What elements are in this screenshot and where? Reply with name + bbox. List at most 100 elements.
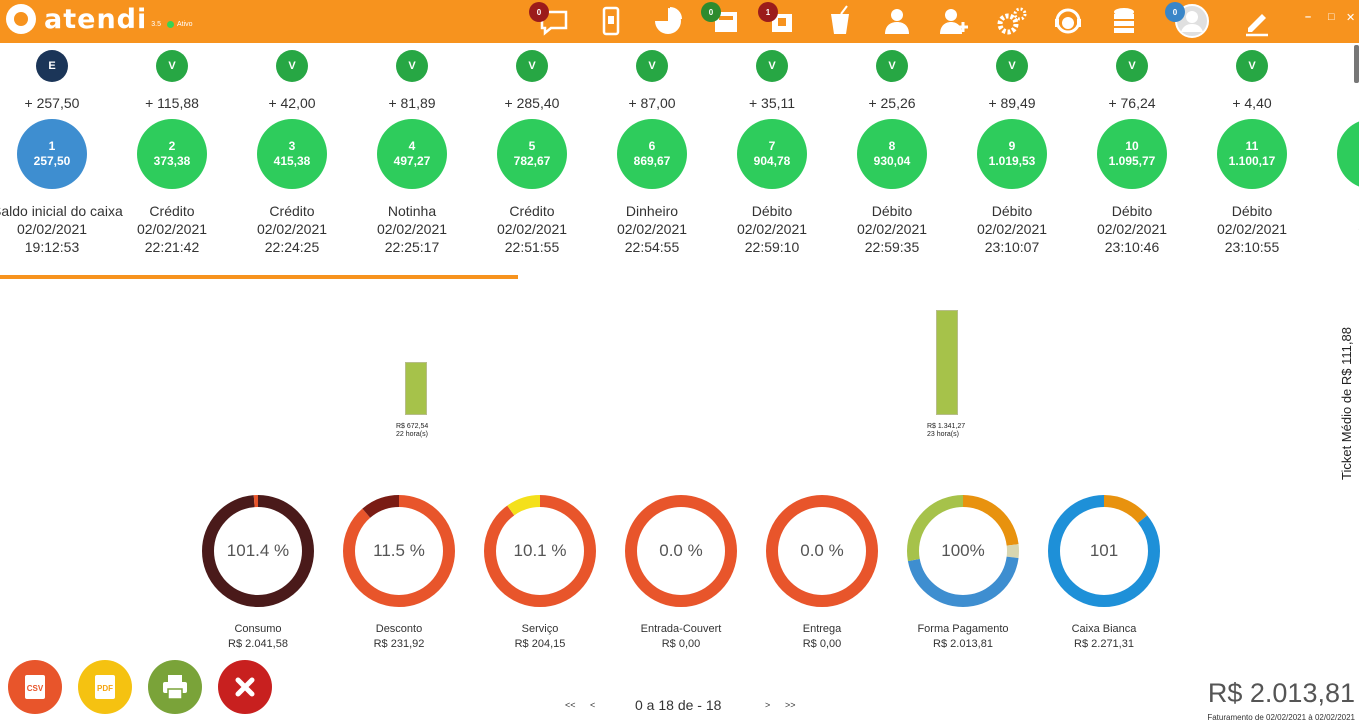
logo: atendi 3.5 Ativo [6, 4, 193, 35]
entry-type-badge: V [156, 50, 188, 82]
donut-center-value: 101.4 % [226, 541, 290, 560]
timeline-entry: V + 115,88 2 373,38 Crédito 02/02/2021 22:21:4… [112, 50, 232, 256]
entry-number: 2 [168, 139, 176, 153]
donut-caption: Entrega R$ 0,00 [742, 622, 902, 652]
donut-label: Desconto [375, 623, 423, 635]
add-user-icon[interactable] [937, 4, 971, 38]
entry-label: Saldo inicial do caixa [0, 203, 123, 219]
entry-amount: + 89,49 [988, 95, 1036, 111]
first-page-button[interactable]: << [565, 700, 576, 710]
donut-amount: R$ 204,15 [514, 638, 566, 650]
chat-icon[interactable]: 0 [529, 2, 571, 38]
entry-running-total: 869,67 [633, 154, 671, 168]
entry-bubble[interactable]: 1 257,50 [17, 119, 87, 189]
donut-chart[interactable]: 0.0 % [765, 494, 879, 608]
export-csv-button[interactable]: CSV [8, 660, 62, 714]
entry-number: 10 [1125, 139, 1139, 153]
prev-page-button[interactable]: < [590, 700, 596, 710]
entry-bubble[interactable]: 9 1.019,53 [977, 119, 1047, 189]
donut-label: Consumo [234, 623, 282, 635]
delivery-icon[interactable]: 1 [758, 2, 800, 38]
database-icon[interactable] [1108, 4, 1142, 38]
chart-bar[interactable] [405, 362, 427, 415]
entry-date: 02/02/2021 [16, 221, 88, 237]
entry-label: Notinha [387, 203, 437, 219]
next-page-button[interactable]: > [765, 700, 771, 710]
entry-bubble[interactable]: 7 904,78 [737, 119, 807, 189]
maximize-button[interactable]: □ [1328, 11, 1335, 23]
entry-date: 02/02/2021 [136, 221, 208, 237]
entry-running-total: 1.100,17 [1228, 154, 1276, 168]
entry-number: 6 [648, 139, 656, 153]
table-icon[interactable]: 0 [701, 2, 743, 38]
revenue-period: Faturamento de 02/02/2021 à 02/02/2021 [1207, 713, 1355, 722]
close-window-button[interactable]: ✕ [1346, 12, 1356, 24]
close-icon [235, 677, 255, 697]
entry-bubble[interactable]: 2 373,38 [137, 119, 207, 189]
logo-mark [6, 4, 36, 34]
entry-running-total: 497,27 [393, 154, 431, 168]
pie-chart-icon[interactable] [651, 4, 685, 38]
avatar[interactable]: 0 [1165, 2, 1209, 38]
bar-value: R$ 1.341,27 [927, 423, 966, 430]
entry-amount: + 81,89 [388, 95, 436, 111]
entry-bubble[interactable]: 8 930,04 [857, 119, 927, 189]
entry-type-badge: V [1116, 50, 1148, 82]
export-pdf-button[interactable]: PDF [78, 660, 132, 714]
donut-chart[interactable]: 11.5 % [342, 494, 456, 608]
edit-pencil-icon[interactable] [1240, 4, 1274, 38]
entry-bubble[interactable]: 10 1.095,77 [1097, 119, 1167, 189]
donut-label: Forma Pagamento [917, 623, 1009, 635]
print-button[interactable] [148, 660, 202, 714]
entry-amount: + 257,50 [24, 95, 80, 111]
entry-type-badge: V [996, 50, 1028, 82]
entry-bubble[interactable]: 4 497,27 [377, 119, 447, 189]
vertical-scrollbar[interactable] [1354, 45, 1359, 83]
entry-date: 02/02/2021 [736, 221, 808, 237]
settings-icon[interactable] [994, 4, 1028, 38]
delivery-badge: 1 [758, 2, 778, 22]
donut-chart[interactable]: 101 [1047, 494, 1161, 608]
donut-chart[interactable]: 0.0 % [624, 494, 738, 608]
close-button[interactable] [218, 660, 272, 714]
last-page-button[interactable]: >> [785, 700, 796, 710]
entry-running-total: 1.095,77 [1108, 154, 1156, 168]
entry-date: 02/02/2021 [376, 221, 448, 237]
entry-bubble[interactable]: 3 415,38 [257, 119, 327, 189]
entry-time: 22:25:17 [384, 239, 440, 255]
entry-date: 02/02/2021 [496, 221, 568, 237]
user-icon[interactable] [880, 4, 914, 38]
donut-chart[interactable]: 10.1 % [483, 494, 597, 608]
app-version: 3.5 [151, 20, 161, 28]
chart-bar[interactable] [936, 310, 958, 415]
entry-bubble[interactable]: 6 869,67 [617, 119, 687, 189]
svg-text:CSV: CSV [27, 684, 44, 693]
donut-caption: Consumo R$ 2.041,58 [178, 622, 338, 652]
minimize-button[interactable]: – [1305, 11, 1312, 23]
status-text: Ativo [176, 20, 193, 28]
entry-number: 7 [768, 139, 776, 153]
donut-label: Caixa Bianca [1071, 623, 1137, 635]
donut-segment [625, 495, 737, 607]
entry-bubble[interactable]: 11 1.100,17 [1217, 119, 1287, 189]
drink-icon[interactable] [823, 4, 857, 38]
support-headset-icon[interactable] [1051, 4, 1085, 38]
entry-label: Crédito [269, 203, 315, 219]
donut-amount: R$ 2.271,31 [1074, 638, 1134, 650]
timeline-entry: E + 257,50 1 257,50 Saldo inicial do caixa 02… [0, 50, 123, 256]
donut-chart[interactable]: 101.4 % [201, 494, 315, 608]
entry-type-badge: V [276, 50, 308, 82]
entry-bubble[interactable]: 5 782,67 [497, 119, 567, 189]
entry-time: 22:24:25 [264, 239, 320, 255]
top-bar: atendi 3.5 Ativo 0 0 1 [0, 0, 1359, 43]
total-revenue: R$ 2.013,81 [1207, 678, 1355, 708]
donut-center-value: 11.5 % [373, 541, 425, 560]
entry-label: Débito [751, 203, 793, 219]
entry-amount: + 285,40 [504, 95, 560, 111]
entry-date: 02/02/2021 [1216, 221, 1288, 237]
entry-bubble[interactable]: 121.1 [1337, 119, 1359, 189]
entry-amount: + 25,26 [868, 95, 916, 111]
mobile-icon[interactable] [594, 4, 628, 38]
donut-chart[interactable]: 100% [906, 494, 1020, 608]
donut-caption: Desconto R$ 231,92 [319, 622, 479, 652]
